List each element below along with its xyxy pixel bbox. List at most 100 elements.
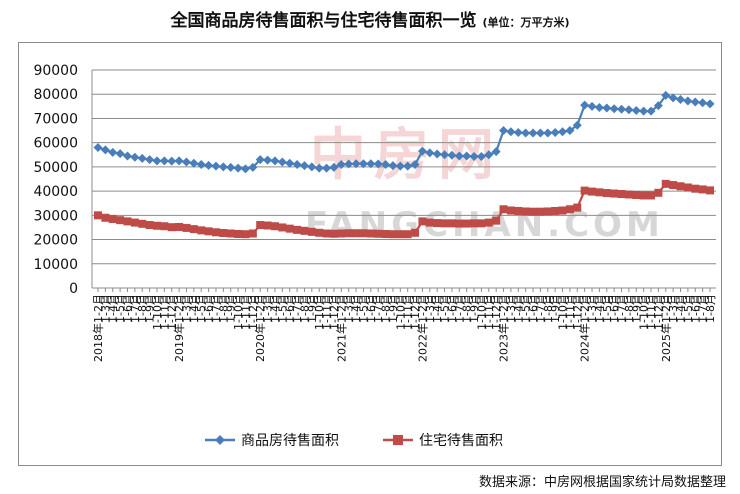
y-tick-label: 10000 [33, 257, 78, 273]
x-tick-label: 1-10月 [475, 294, 488, 330]
data-point [307, 227, 316, 236]
x-tick-label: 1-3月 [343, 294, 356, 323]
x-tick-label: 1-3月 [505, 294, 518, 323]
x-tick-label: 1-10月 [232, 294, 245, 330]
x-tick-label: 1-8月 [298, 294, 311, 323]
data-point [130, 218, 139, 227]
data-point [270, 156, 280, 166]
series-1 [94, 179, 714, 239]
x-tick-label: 1-5月 [439, 294, 452, 323]
data-point [160, 222, 169, 231]
data-point [248, 229, 257, 238]
x-tick-label: 1-4月 [269, 294, 282, 323]
data-point [299, 161, 309, 171]
x-tick-label: 1-3月 [180, 294, 193, 323]
data-point [189, 225, 198, 234]
data-point [470, 219, 479, 228]
x-tick-label: 1-6月 [689, 294, 702, 323]
chart-title: 全国商品房待售面积与住宅待售面积一览 [170, 11, 477, 31]
data-point [152, 156, 162, 166]
data-point [535, 128, 545, 138]
chart-unit: (单位：万平方米) [482, 16, 570, 29]
x-tick-label: 1-12月 [571, 294, 584, 330]
data-point [241, 230, 250, 239]
chart-frame [18, 42, 722, 466]
data-point [233, 163, 243, 173]
data-point [454, 151, 464, 161]
data-point [691, 184, 700, 193]
x-tick-label: 1-11月 [402, 294, 415, 330]
data-point [706, 186, 714, 195]
series-line [97, 94, 711, 170]
x-tick-label: 1-8月 [704, 294, 717, 323]
x-tick-label: 1-10月 [557, 294, 570, 330]
data-point [234, 229, 243, 238]
x-tick-label: 1-8月 [461, 294, 474, 323]
data-point [255, 155, 265, 165]
data-point [138, 219, 147, 228]
x-tick-label: 1-3月 [424, 294, 437, 323]
data-point [101, 213, 110, 222]
x-tick-label: 1-5月 [195, 294, 208, 323]
data-point [329, 229, 338, 238]
data-point [705, 99, 715, 109]
data-point [300, 226, 309, 235]
x-tick-label: 1-8月 [136, 294, 149, 323]
data-point [536, 207, 545, 216]
data-point [351, 159, 361, 169]
data-point [197, 226, 206, 235]
x-tick-label: 1-10月 [394, 294, 407, 330]
data-point [292, 159, 302, 169]
data-point [529, 207, 538, 216]
data-point [565, 205, 574, 214]
y-tick-label: 90000 [33, 63, 78, 79]
data-point [609, 104, 619, 114]
x-tick-label: 1-6月 [527, 294, 540, 323]
data-point [492, 216, 501, 225]
data-point [374, 229, 383, 238]
data-point [417, 146, 427, 156]
data-point [403, 161, 413, 171]
legend: 商品房待售面积 住宅待售面积 [205, 433, 503, 449]
data-point [137, 153, 147, 163]
x-tick-label: 1-8月 [623, 294, 636, 323]
data-point [337, 229, 346, 238]
data-point [159, 156, 169, 166]
x-tick-label: 1-10月 [151, 294, 164, 330]
x-tick-label: 2023年1-2月 [497, 294, 511, 362]
data-point [676, 95, 686, 105]
data-point [240, 164, 250, 174]
x-tick-label: 1-11月 [158, 294, 171, 330]
x-tick-label: 1-6月 [203, 294, 216, 323]
data-point [123, 217, 132, 226]
x-tick-label: 1-9月 [144, 294, 157, 323]
data-point [366, 229, 375, 238]
data-point [285, 224, 294, 233]
data-point [211, 161, 221, 171]
x-tick-label: 1-8月 [217, 294, 230, 323]
legend-label: 商品房待售面积 [241, 433, 339, 449]
data-point [624, 190, 633, 199]
data-point [108, 147, 118, 157]
x-tick-label: 1-12月 [652, 294, 665, 330]
x-tick-label: 1-9月 [225, 294, 238, 323]
data-point [94, 211, 102, 220]
data-point [558, 206, 567, 215]
data-point [587, 101, 597, 111]
y-tick-label: 70000 [33, 111, 78, 127]
x-tick-label: 1-4月 [431, 294, 444, 323]
data-point [602, 103, 612, 113]
data-point [219, 229, 228, 238]
data-point [440, 219, 449, 228]
x-tick-label: 1-5月 [601, 294, 614, 323]
data-point [455, 219, 464, 228]
y-tick-label: 50000 [33, 160, 78, 176]
data-point [624, 105, 634, 115]
x-tick-label: 1-11月 [483, 294, 496, 330]
data-point [145, 221, 154, 230]
data-point [181, 157, 191, 167]
data-point [410, 159, 420, 169]
data-point [218, 162, 228, 172]
data-point [632, 190, 641, 199]
data-point [145, 155, 155, 165]
